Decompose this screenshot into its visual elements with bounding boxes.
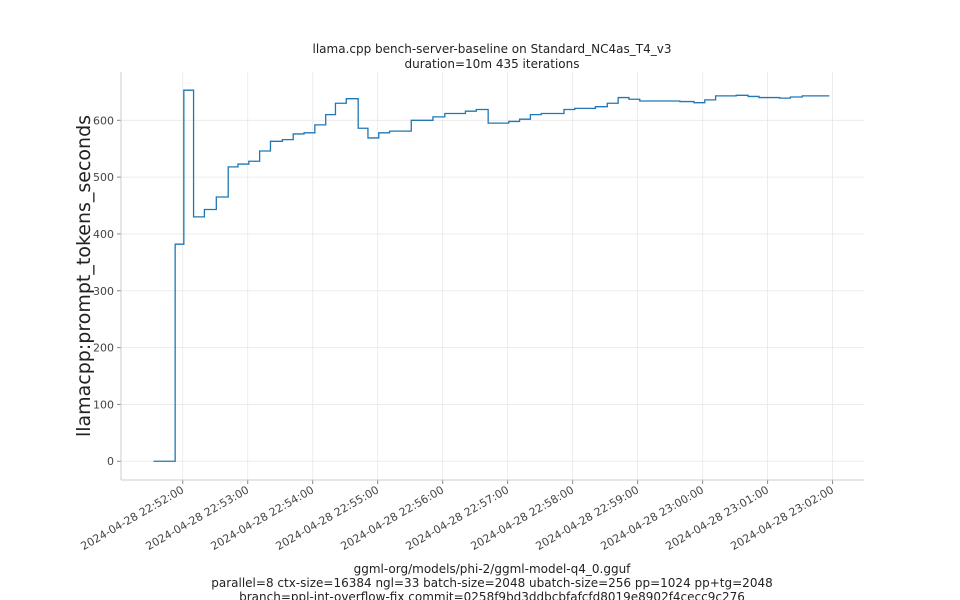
y-axis-label: llamacpp:prompt_tokens_seconds (73, 115, 95, 437)
x-tick-label: 2024-04-28 22:52:00 (79, 483, 187, 553)
y-tick-label: 100 (93, 398, 114, 411)
x-axis-label: ggml-org/models/phi-2/ggml-model-q4_0.gg… (354, 562, 632, 576)
y-tick-label: 500 (93, 171, 114, 184)
y-tick-label: 200 (93, 342, 114, 355)
y-tick-label: 600 (93, 114, 114, 127)
x-axis-label: branch=ppl-int-overflow-fix commit=0258f… (239, 590, 745, 600)
y-tick-label: 300 (93, 285, 114, 298)
y-tick-label: 0 (107, 455, 114, 468)
y-tick-label: 400 (93, 228, 114, 241)
data-line (153, 89, 830, 462)
chart-subtitle: duration=10m 435 iterations (405, 57, 580, 71)
x-axis-label: parallel=8 ctx-size=16384 ngl=33 batch-s… (211, 576, 772, 590)
chart-title: llama.cpp bench-server-baseline on Stand… (313, 42, 672, 56)
